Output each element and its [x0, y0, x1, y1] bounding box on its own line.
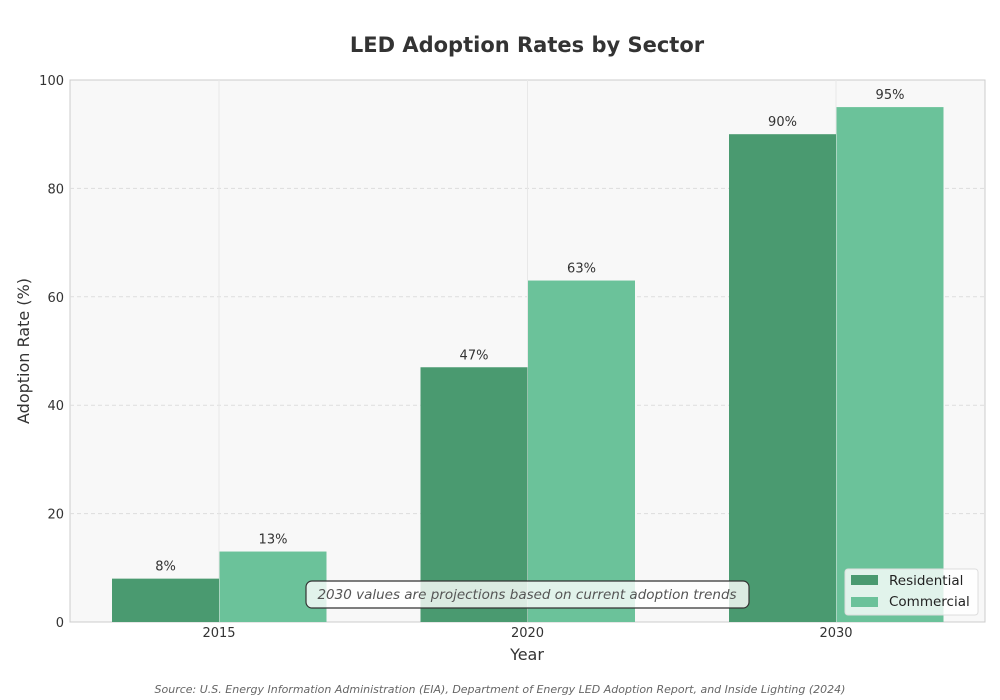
y-tick-label: 20 [47, 508, 64, 523]
x-tick-label: 2015 [202, 626, 235, 641]
bar-residential-2015 [112, 578, 219, 622]
chart-title: LED Adoption Rates by Sector [350, 33, 705, 57]
y-tick-label: 60 [47, 291, 64, 306]
legend-swatch-residential [851, 575, 878, 585]
y-tick-label: 0 [56, 616, 64, 631]
bar-residential-2020 [420, 367, 528, 622]
data-label: 8% [155, 560, 176, 575]
data-label: 47% [460, 348, 489, 363]
x-tick-label: 2020 [511, 626, 544, 641]
y-tick-label: 80 [47, 182, 64, 197]
annotation-text: 2030 values are projections based on cur… [317, 587, 736, 603]
data-label: 90% [768, 115, 797, 130]
y-tick-label: 100 [39, 74, 64, 89]
data-label: 95% [876, 88, 905, 103]
legend: Residential Commercial [844, 568, 979, 616]
y-axis-label: Adoption Rate (%) [14, 278, 33, 424]
legend-label-commercial: Commercial [889, 594, 970, 610]
data-label: 13% [259, 533, 288, 548]
legend-label-residential: Residential [889, 573, 963, 589]
data-label: 63% [567, 262, 596, 277]
bar-commercial-2030 [836, 107, 944, 623]
legend-swatch-commercial [851, 597, 878, 607]
bar-commercial-2020 [528, 280, 635, 622]
bar-residential-2030 [729, 134, 836, 622]
source-note: Source: U.S. Energy Information Administ… [155, 683, 846, 696]
annotation-box: 2030 values are projections based on cur… [305, 580, 750, 609]
x-tick-label: 2030 [819, 626, 852, 641]
y-tick-label: 40 [47, 399, 64, 414]
x-axis-label: Year [509, 645, 544, 664]
